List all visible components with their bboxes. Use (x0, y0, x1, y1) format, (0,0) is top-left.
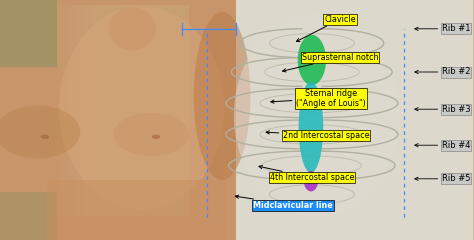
Bar (0, 192, 57, 240)
Bar (109, 5, 189, 216)
Bar (117, 5, 189, 216)
Bar (57, 5, 189, 216)
Bar (91, 5, 189, 216)
Ellipse shape (234, 13, 399, 217)
Bar (121, 5, 189, 216)
Bar (61, 5, 189, 216)
Bar (64, 5, 189, 216)
Ellipse shape (41, 135, 49, 139)
Bar (79, 5, 189, 216)
Bar (76, 5, 189, 216)
Text: Suprasternal notch: Suprasternal notch (283, 53, 378, 72)
Bar (98, 5, 189, 216)
Bar (113, 5, 189, 216)
Ellipse shape (152, 135, 160, 139)
Ellipse shape (0, 106, 80, 158)
Bar (106, 5, 189, 216)
Text: Clavicle: Clavicle (296, 15, 356, 42)
Ellipse shape (194, 12, 250, 180)
Bar (87, 5, 189, 216)
Ellipse shape (299, 82, 323, 173)
Bar (94, 5, 189, 216)
Text: Rib #5: Rib #5 (415, 174, 470, 183)
Bar (83, 5, 189, 216)
Bar (125, 5, 189, 216)
Text: Rib #1: Rib #1 (415, 24, 470, 33)
Bar (128, 5, 189, 216)
Ellipse shape (59, 6, 225, 210)
Ellipse shape (113, 113, 189, 156)
Bar (0, 0, 57, 67)
Text: Midclavicular line: Midclavicular line (236, 195, 333, 210)
Ellipse shape (304, 171, 318, 192)
Text: 4th Intercostal space: 4th Intercostal space (259, 166, 354, 182)
Text: Rib #3: Rib #3 (415, 105, 470, 114)
Ellipse shape (298, 35, 326, 85)
Bar (68, 5, 189, 216)
Ellipse shape (109, 7, 156, 50)
Text: Rib #2: Rib #2 (415, 67, 470, 77)
Text: Rib #4: Rib #4 (415, 141, 470, 150)
Bar (47, 180, 227, 240)
Bar (0, 0, 236, 240)
Text: Sternal ridge
("Angle of Louis"): Sternal ridge ("Angle of Louis") (271, 89, 365, 108)
Text: 2nd Intercostal space: 2nd Intercostal space (266, 131, 369, 140)
Bar (236, 0, 473, 240)
Bar (72, 5, 189, 216)
Bar (102, 5, 189, 216)
